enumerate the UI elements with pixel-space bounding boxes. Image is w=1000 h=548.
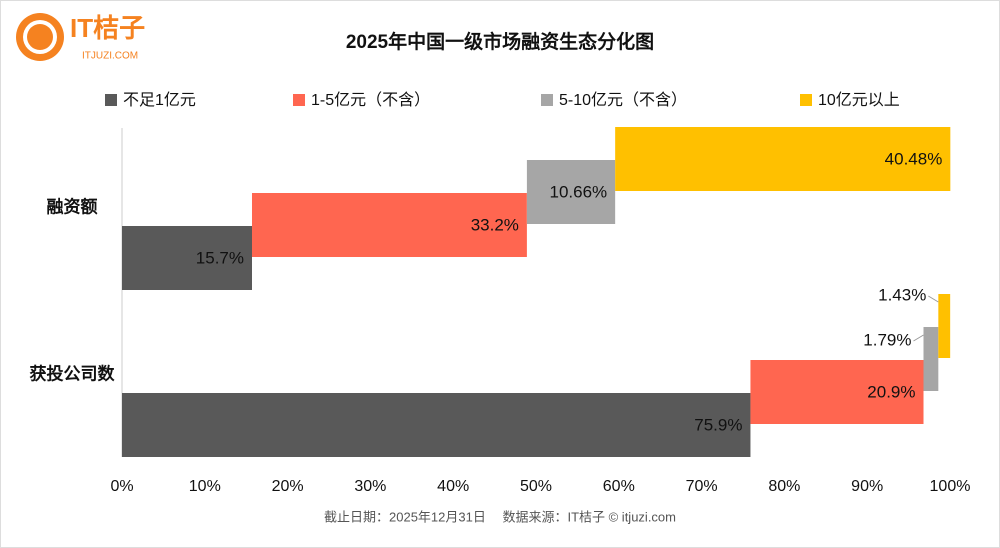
data-label: 33.2% bbox=[471, 215, 519, 234]
data-label: 1.43% bbox=[878, 285, 926, 304]
legend-label: 5-10亿元（不含） bbox=[559, 91, 687, 109]
source: 截止日期：2025年12月31日 数据来源：IT桔子 © itjuzi.com bbox=[324, 509, 676, 524]
x-tick-label: 20% bbox=[272, 478, 304, 495]
leader-line bbox=[913, 334, 924, 342]
category-label: 获投公司数 bbox=[30, 363, 116, 383]
x-tick-label: 60% bbox=[603, 478, 635, 495]
data-label: 75.9% bbox=[694, 415, 742, 434]
legend-label: 1-5亿元（不含） bbox=[311, 91, 430, 109]
chart-title: 2025年中国一级市场融资生态分化图 bbox=[346, 30, 654, 53]
data-label: 40.48% bbox=[885, 149, 943, 168]
logo: IT桔子 ITJUZI.COM bbox=[16, 13, 145, 62]
bar bbox=[122, 226, 252, 290]
x-tick-label: 0% bbox=[110, 478, 133, 495]
x-tick-label: 90% bbox=[851, 478, 883, 495]
legend-swatch bbox=[541, 94, 553, 106]
bar bbox=[923, 327, 939, 391]
x-tick-label: 80% bbox=[768, 478, 800, 495]
bar bbox=[615, 127, 951, 191]
data-label: 10.66% bbox=[549, 182, 607, 201]
x-tick-label: 70% bbox=[686, 478, 718, 495]
legend-swatch bbox=[105, 94, 117, 106]
data-label: 15.7% bbox=[196, 248, 244, 267]
logo-core bbox=[27, 24, 53, 50]
x-tick-label: 50% bbox=[520, 478, 552, 495]
legend-swatch bbox=[800, 94, 812, 106]
x-tick-label: 40% bbox=[437, 478, 469, 495]
legend-label: 10亿元以上 bbox=[818, 91, 900, 109]
x-tick-label: 100% bbox=[930, 478, 971, 495]
bar bbox=[251, 193, 527, 257]
data-label: 1.79% bbox=[863, 330, 911, 349]
logo-site: ITJUZI.COM bbox=[82, 51, 138, 62]
leader-line bbox=[928, 295, 939, 303]
legend-swatch bbox=[293, 94, 305, 106]
logo-text: IT桔子 bbox=[70, 13, 145, 43]
x-tick-label: 10% bbox=[189, 478, 221, 495]
bar bbox=[750, 360, 924, 424]
bar bbox=[526, 160, 616, 224]
data-label: 20.9% bbox=[867, 382, 915, 401]
category-label: 融资额 bbox=[47, 196, 98, 216]
legend-label: 不足1亿元 bbox=[123, 91, 196, 109]
x-tick-label: 30% bbox=[354, 478, 386, 495]
bar bbox=[938, 294, 951, 358]
bar bbox=[122, 393, 751, 457]
